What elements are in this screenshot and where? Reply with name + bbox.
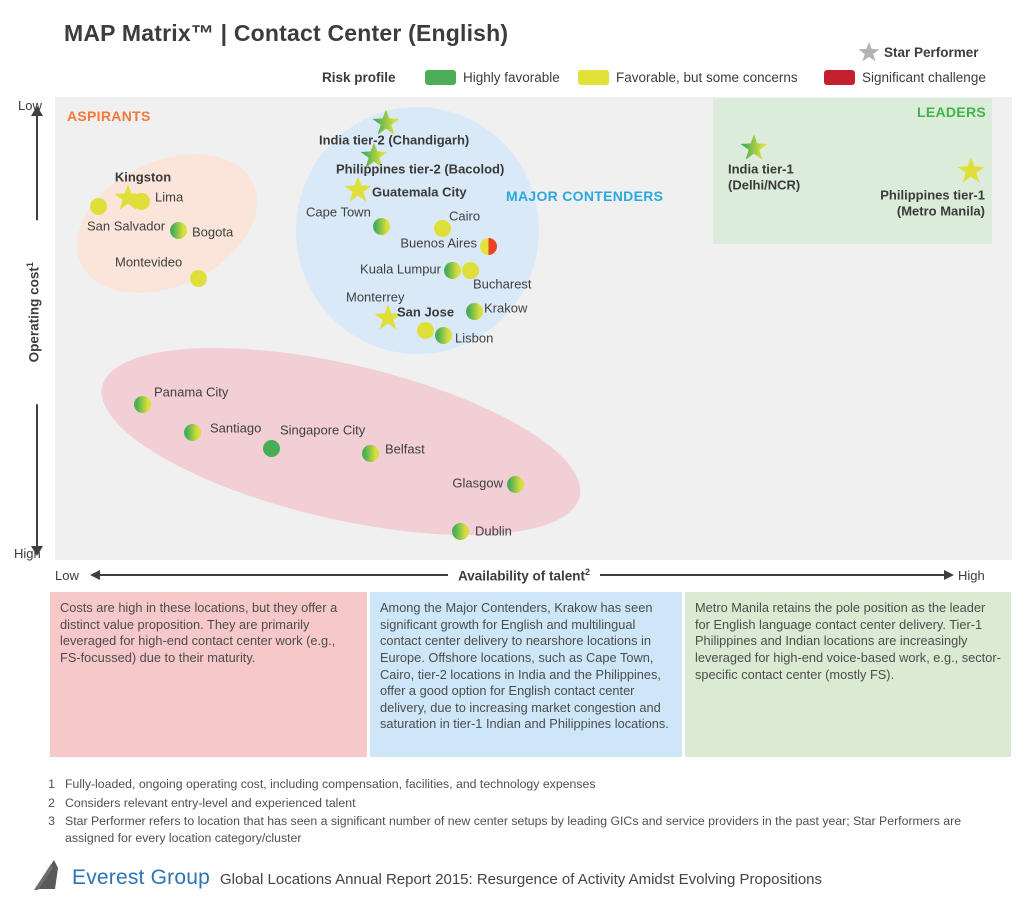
location-label-san-salvador: San Salvador bbox=[87, 218, 166, 234]
footnote-text: Star Performer refers to location that h… bbox=[65, 814, 962, 845]
points-layer: Kingston Lima San Salvador Bogota Montevideo… bbox=[87, 109, 985, 540]
footnotes: 1 Fully-loaded, ongoing operating cost, … bbox=[45, 776, 1007, 848]
x-axis-high-label: High bbox=[958, 568, 985, 583]
y-axis-superscript: 1 bbox=[24, 262, 35, 268]
x-axis-low-label: Low bbox=[55, 568, 79, 583]
commentary-box-aspirants: Costs are high in these locations, but t… bbox=[50, 592, 367, 757]
aspirants-label: ASPIRANTS bbox=[67, 108, 151, 124]
location-label-lima: Lima bbox=[155, 189, 184, 205]
green-swatch-icon bbox=[425, 70, 456, 85]
location-label-montevideo: Montevideo bbox=[115, 254, 183, 270]
x-axis-arrow-left-icon bbox=[90, 570, 100, 580]
star-performer-label: Star Performer bbox=[884, 45, 979, 60]
dot-marker-krakow bbox=[465, 302, 483, 320]
location-label-guatemala-city: Guatemala City bbox=[372, 184, 467, 200]
dot-marker-lisbon bbox=[434, 326, 452, 344]
footnote-number: 1 bbox=[48, 777, 55, 791]
footnote-text: Considers relevant entry-level and exper… bbox=[65, 795, 356, 810]
dot-marker-santiago bbox=[183, 423, 201, 441]
location-label-kuala-lumpur: Kuala Lumpur bbox=[360, 261, 441, 277]
location-label-philippines-tier-1-metro-manila-: Philippines tier-1 (Metro Manila) bbox=[880, 187, 985, 219]
location-label-glasgow: Glasgow bbox=[452, 475, 503, 491]
yellow-swatch-icon bbox=[578, 70, 609, 85]
location-label-dublin: Dublin bbox=[475, 523, 512, 539]
commentary-box-leaders: Metro Manila retains the pole position a… bbox=[685, 592, 1011, 757]
risk-legend-label: Highly favorable bbox=[463, 70, 560, 85]
location-label-san-jose: San Jose bbox=[397, 304, 455, 320]
report-title: Global Locations Annual Report 2015: Res… bbox=[220, 871, 823, 888]
major-contenders-ellipse bbox=[296, 107, 539, 354]
location-label-panama-city: Panama City bbox=[154, 384, 229, 400]
dot-marker-lima bbox=[132, 192, 150, 210]
risk-legend-label: Favorable, but some concerns bbox=[616, 70, 798, 85]
footnote-2: 2 Considers relevant entry-level and exp… bbox=[45, 795, 1007, 812]
star-marker-guatemala-city bbox=[344, 176, 372, 202]
dot-marker-buenos-aires bbox=[479, 237, 497, 255]
risk-legend-item-challenge: Significant challenge bbox=[824, 70, 986, 85]
dot-marker-montevideo bbox=[189, 269, 207, 287]
everest-group-logo-icon bbox=[34, 860, 58, 890]
footnote-text: Fully-loaded, ongoing operating cost, in… bbox=[65, 777, 596, 791]
dot-marker-glasgow bbox=[506, 475, 524, 493]
location-label-india-tier-1-delhi-ncr-: India tier-1 (Delhi/NCR) bbox=[728, 161, 801, 193]
footnote-number: 3 bbox=[48, 814, 55, 829]
star-performer-legend: Star Performer bbox=[858, 42, 979, 63]
dot-marker-bucharest bbox=[461, 261, 479, 279]
location-label-santiago: Santiago bbox=[210, 420, 262, 436]
dot-marker-monterrey bbox=[416, 321, 434, 339]
footnote-3: 3 Star Performer refers to location that… bbox=[45, 813, 1007, 846]
risk-legend-item-favorable: Favorable, but some concerns bbox=[578, 70, 798, 85]
location-label-india-tier-2-chandigarh-: India tier-2 (Chandigarh) bbox=[319, 132, 470, 148]
dot-marker-singapore-city bbox=[262, 439, 280, 457]
y-axis-title: Operating cost1 bbox=[23, 220, 43, 405]
location-label-buenos-aires: Buenos Aires bbox=[400, 235, 477, 251]
location-label-krakow: Krakow bbox=[484, 300, 528, 316]
dot-marker-panama-city bbox=[133, 395, 151, 413]
x-axis-arrow-right-icon bbox=[944, 570, 954, 580]
location-label-bogota: Bogota bbox=[192, 224, 234, 240]
location-label-cape-town: Cape Town bbox=[306, 204, 371, 220]
location-label-cairo: Cairo bbox=[449, 208, 481, 224]
page-title: MAP Matrix™ | Contact Center (English) bbox=[64, 20, 509, 46]
x-axis-superscript: 2 bbox=[585, 567, 591, 577]
star-marker-philippines-tier-1-metro-manila- bbox=[957, 157, 985, 183]
everest-group-brand: Everest Group bbox=[72, 866, 210, 889]
y-axis-title-text: Operating cost bbox=[26, 267, 42, 363]
risk-legend-item-highly-favorable: Highly favorable bbox=[425, 70, 560, 85]
location-label-singapore-city: Singapore City bbox=[280, 422, 366, 438]
x-axis-title: Availability of talent2 bbox=[448, 567, 601, 584]
location-label-belfast: Belfast bbox=[385, 441, 425, 457]
location-label-bucharest: Bucharest bbox=[473, 276, 532, 292]
location-label-philippines-tier-2-bacolod-: Philippines tier-2 (Bacolod) bbox=[336, 161, 505, 177]
risk-legend-label: Significant challenge bbox=[862, 70, 986, 85]
dot-marker-dublin bbox=[451, 522, 469, 540]
leaders-label: LEADERS bbox=[917, 104, 986, 120]
location-label-monterrey: Monterrey bbox=[346, 289, 405, 305]
risk-legend-title: Risk profile bbox=[322, 70, 396, 85]
x-axis-title-text: Availability of talent bbox=[458, 568, 586, 584]
dot-marker-cairo bbox=[433, 219, 451, 237]
dot-marker-cape-town bbox=[372, 217, 390, 235]
red-swatch-icon bbox=[824, 70, 855, 85]
y-axis-arrow-down-icon bbox=[31, 546, 43, 556]
footer: Everest Group Global Locations Annual Re… bbox=[34, 856, 822, 890]
y-axis-high-label: High bbox=[14, 546, 41, 561]
commentary-box-major-contenders: Among the Major Contenders, Krakow has s… bbox=[370, 592, 682, 757]
footnote-number: 2 bbox=[48, 795, 55, 810]
dot-marker-bogota bbox=[169, 221, 187, 239]
dot-marker-belfast bbox=[361, 444, 379, 462]
footnote-1: 1 Fully-loaded, ongoing operating cost, … bbox=[45, 776, 1007, 793]
y-axis-arrow-up-icon bbox=[31, 106, 43, 116]
location-label-lisbon: Lisbon bbox=[455, 330, 494, 346]
star-marker-india-tier-1-delhi-ncr- bbox=[740, 134, 768, 160]
location-label-kingston: Kingston bbox=[114, 169, 172, 185]
dot-marker-san-salvador bbox=[89, 197, 107, 215]
major-contenders-label: MAJOR CONTENDERS bbox=[506, 188, 664, 204]
dot-marker-kuala-lumpur bbox=[443, 261, 461, 279]
leaders-rectangle bbox=[713, 98, 992, 244]
